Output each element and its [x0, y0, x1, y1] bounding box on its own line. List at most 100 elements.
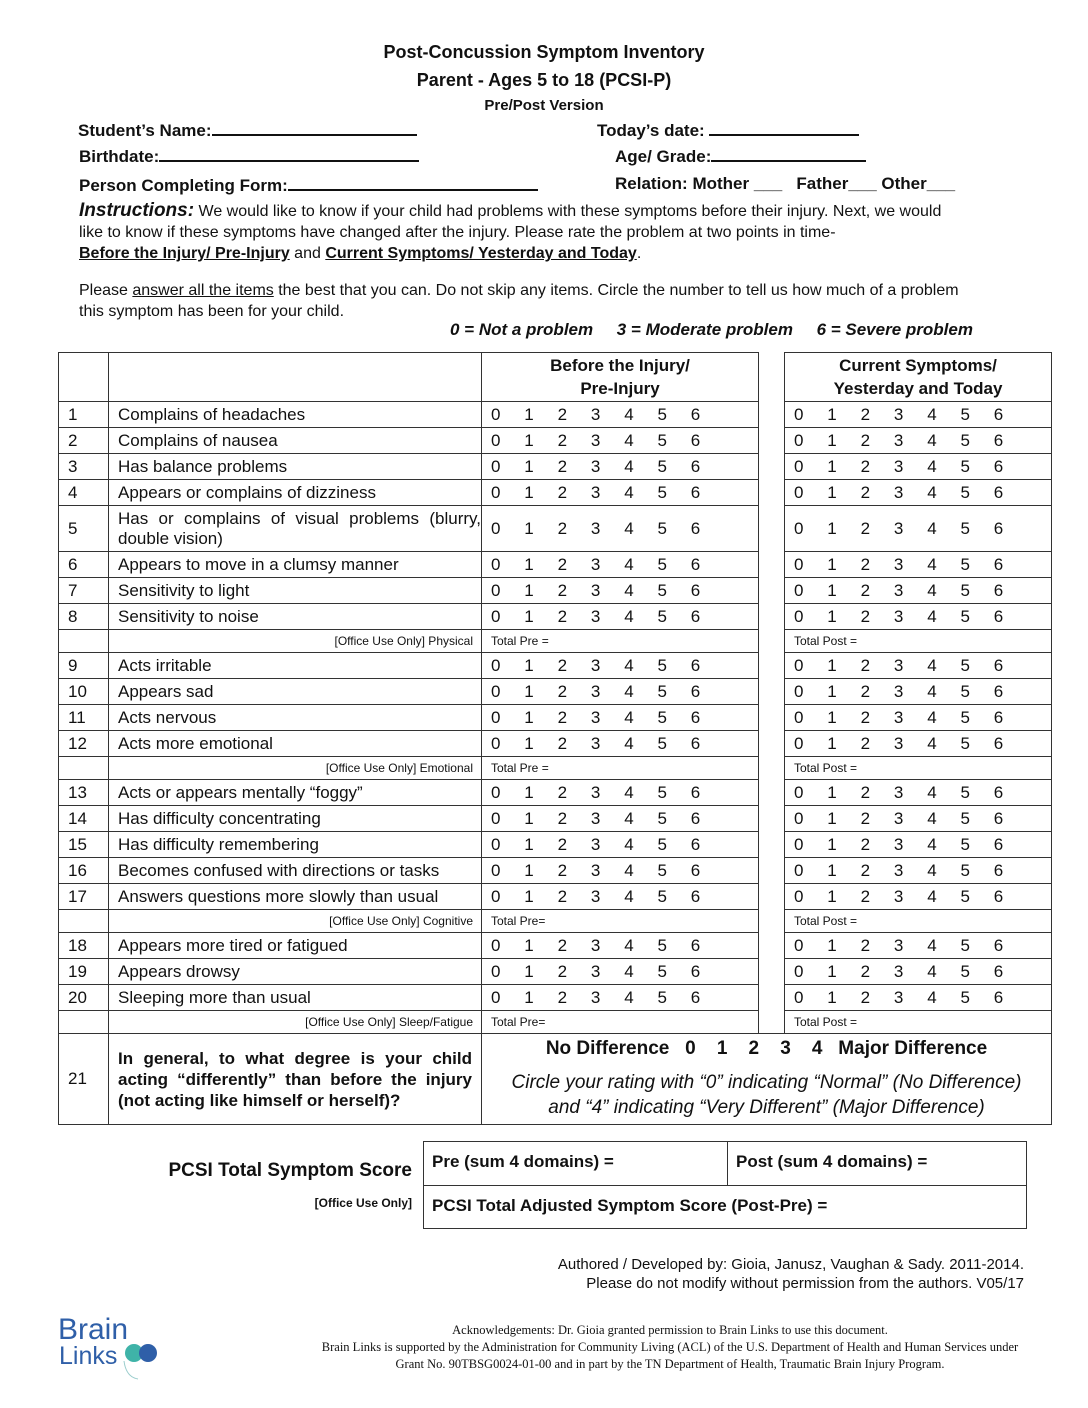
score-option[interactable]: 6 [690, 834, 701, 854]
score-option[interactable]: 6 [690, 808, 701, 828]
score-option[interactable]: 3 [590, 606, 601, 626]
post-total-field[interactable]: Post (sum 4 domains) = [727, 1141, 1027, 1186]
score-option[interactable]: 4 [927, 860, 937, 880]
score-option[interactable]: 4 [624, 886, 634, 906]
score-option[interactable]: 5 [960, 554, 970, 574]
score-option[interactable]: 6 [993, 404, 1004, 424]
score-option[interactable]: 5 [960, 518, 970, 538]
score-option[interactable]: 4 [927, 886, 937, 906]
score-option[interactable]: 0 [794, 580, 804, 600]
score-option[interactable]: 0 [491, 681, 501, 701]
score-option[interactable]: 6 [690, 482, 701, 502]
score-option[interactable]: 6 [993, 655, 1004, 675]
score-option[interactable]: 0 [491, 518, 501, 538]
score-option[interactable]: 2 [557, 808, 568, 828]
score-option[interactable]: 1 [827, 961, 837, 981]
score-option[interactable]: 5 [657, 456, 667, 476]
score-option[interactable]: 3 [893, 655, 904, 675]
score-option[interactable]: 0 [491, 808, 501, 828]
score-option[interactable]: 3 [893, 430, 904, 450]
score-option[interactable]: 0 [794, 808, 804, 828]
score-option[interactable]: 1 [524, 987, 534, 1007]
score-option[interactable]: 0 [794, 404, 804, 424]
score-option[interactable]: 3 [590, 808, 601, 828]
score-option[interactable]: 4 [624, 935, 634, 955]
score-option[interactable]: 0 [794, 782, 804, 802]
score-option[interactable]: 5 [657, 655, 667, 675]
score-option[interactable]: 6 [993, 430, 1004, 450]
score-option[interactable]: 1 [827, 606, 837, 626]
score-option[interactable]: 5 [960, 430, 970, 450]
score-option[interactable]: 6 [993, 886, 1004, 906]
score-option[interactable]: 0 [491, 935, 501, 955]
score-option[interactable]: 2 [860, 860, 871, 880]
todays-date-field[interactable] [709, 119, 860, 136]
score-option[interactable]: 2 [557, 681, 568, 701]
score-option[interactable]: 0 [794, 554, 804, 574]
difference-scale[interactable]: No Difference 0 1 2 3 4 Major Difference [545, 1038, 988, 1059]
score-option[interactable]: 2 [860, 554, 871, 574]
score-option[interactable]: 1 [827, 782, 837, 802]
total-post[interactable]: Total Post = [784, 1010, 1052, 1034]
score-option[interactable]: 5 [960, 860, 970, 880]
score-option[interactable]: 4 [624, 655, 634, 675]
score-option[interactable]: 3 [893, 935, 904, 955]
score-option[interactable]: 0 [794, 606, 804, 626]
score-option[interactable]: 2 [860, 733, 871, 753]
score-option[interactable]: 6 [690, 987, 701, 1007]
score-option[interactable]: 2 [860, 935, 871, 955]
score-option[interactable]: 4 [927, 430, 937, 450]
score-option[interactable]: 5 [657, 961, 667, 981]
score-option[interactable]: 4 [927, 554, 937, 574]
score-option[interactable]: 0 [794, 961, 804, 981]
score-option[interactable]: 1 [827, 707, 837, 727]
score-option[interactable]: 0 [491, 430, 501, 450]
score-option[interactable]: 0 [794, 518, 804, 538]
score-option[interactable]: 6 [993, 834, 1004, 854]
score-option[interactable]: 4 [927, 404, 937, 424]
score-option[interactable]: 5 [657, 606, 667, 626]
score-option[interactable]: 3 [590, 655, 601, 675]
score-option[interactable]: 3 [590, 733, 601, 753]
score-option[interactable]: 0 [491, 987, 501, 1007]
score-option[interactable]: 5 [657, 782, 667, 802]
score-option[interactable]: 3 [590, 935, 601, 955]
birthdate-field[interactable] [159, 145, 420, 162]
score-option[interactable]: 5 [657, 681, 667, 701]
score-option[interactable]: 6 [690, 935, 701, 955]
score-option[interactable]: 0 [491, 860, 501, 880]
score-option[interactable]: 2 [557, 935, 568, 955]
score-option[interactable]: 1 [827, 655, 837, 675]
score-option[interactable]: 3 [893, 518, 904, 538]
score-option[interactable]: 3 [590, 518, 601, 538]
score-option[interactable]: 6 [690, 580, 701, 600]
score-option[interactable]: 3 [893, 482, 904, 502]
score-option[interactable]: 2 [557, 987, 568, 1007]
score-option[interactable]: 3 [893, 681, 904, 701]
score-option[interactable]: 4 [927, 935, 937, 955]
score-option[interactable]: 4 [624, 681, 634, 701]
score-option[interactable]: 6 [993, 580, 1004, 600]
score-option[interactable]: 6 [993, 554, 1004, 574]
score-option[interactable]: 5 [657, 733, 667, 753]
score-option[interactable]: 6 [993, 482, 1004, 502]
score-option[interactable]: 2 [860, 580, 871, 600]
score-option[interactable]: 1 [524, 430, 534, 450]
score-option[interactable]: 2 [860, 518, 871, 538]
score-option[interactable]: 2 [860, 404, 871, 424]
score-option[interactable]: 3 [590, 554, 601, 574]
score-option[interactable]: 4 [624, 782, 634, 802]
score-option[interactable]: 6 [993, 606, 1004, 626]
total-post[interactable]: Total Post = [784, 629, 1052, 653]
score-option[interactable]: 4 [624, 733, 634, 753]
score-option[interactable]: 5 [960, 606, 970, 626]
score-option[interactable]: 6 [690, 782, 701, 802]
score-option[interactable]: 5 [960, 404, 970, 424]
score-option[interactable]: 1 [827, 404, 837, 424]
score-option[interactable]: 4 [624, 518, 634, 538]
score-option[interactable]: 1 [827, 733, 837, 753]
score-option[interactable]: 0 [491, 782, 501, 802]
score-option[interactable]: 1 [827, 681, 837, 701]
score-option[interactable]: 5 [657, 404, 667, 424]
score-option[interactable]: 4 [624, 580, 634, 600]
